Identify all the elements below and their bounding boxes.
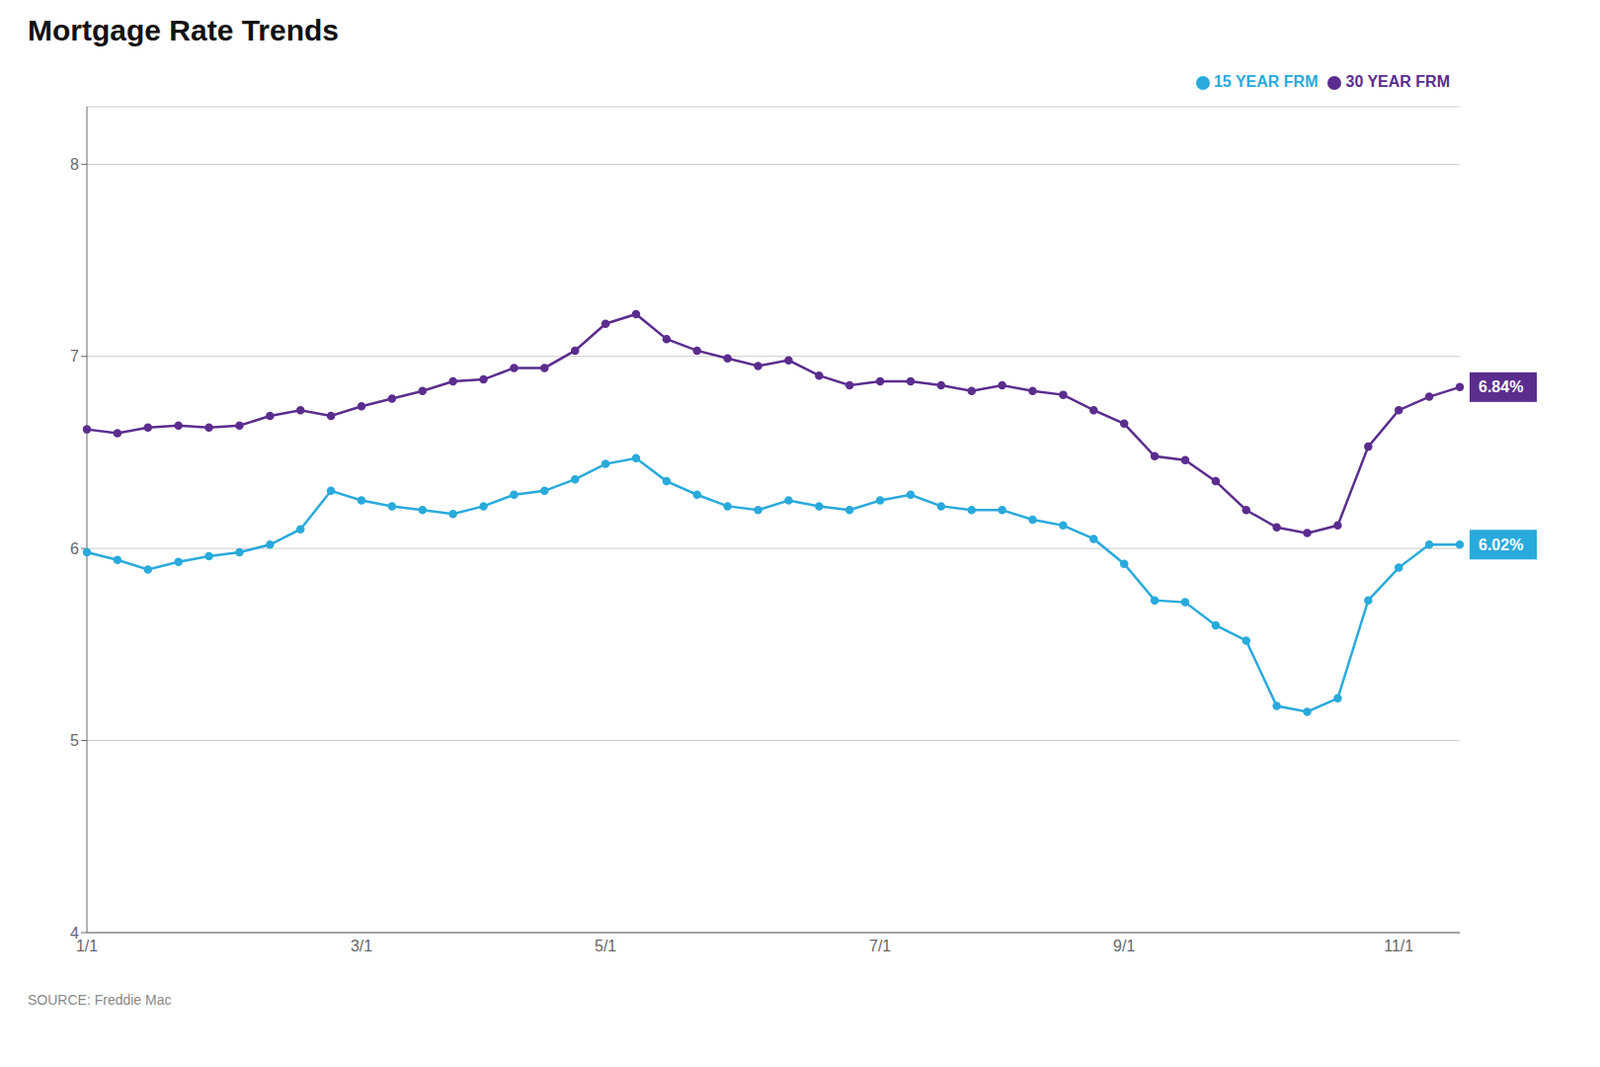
svg-text:6: 6 [70, 540, 80, 558]
svg-text:5: 5 [70, 731, 80, 749]
svg-text:4: 4 [70, 924, 80, 942]
svg-text:1/1: 1/1 [76, 937, 98, 955]
svg-text:7/1: 7/1 [869, 937, 891, 955]
svg-text:6.02%: 6.02% [1478, 536, 1523, 554]
svg-text:7: 7 [70, 347, 80, 365]
svg-text:3/1: 3/1 [350, 937, 373, 955]
html-text:30 YEAR FRM: 30 YEAR FRM [1345, 73, 1450, 90]
svg-text:9/1: 9/1 [1113, 937, 1135, 955]
svg-text:11/1: 11/1 [1383, 937, 1414, 955]
svg-text:8: 8 [70, 156, 80, 173]
html-text:15 YEAR FRM: 15 YEAR FRM [1213, 73, 1319, 90]
svg-text:6.84%: 6.84% [1478, 378, 1523, 396]
svg-text:5/1: 5/1 [594, 937, 617, 955]
html-text:SOURCE: Freddie Mac: SOURCE: Freddie Mac [27, 991, 172, 1008]
html-text:Mortgage Rate Trends: Mortgage Rate Trends [27, 13, 339, 47]
